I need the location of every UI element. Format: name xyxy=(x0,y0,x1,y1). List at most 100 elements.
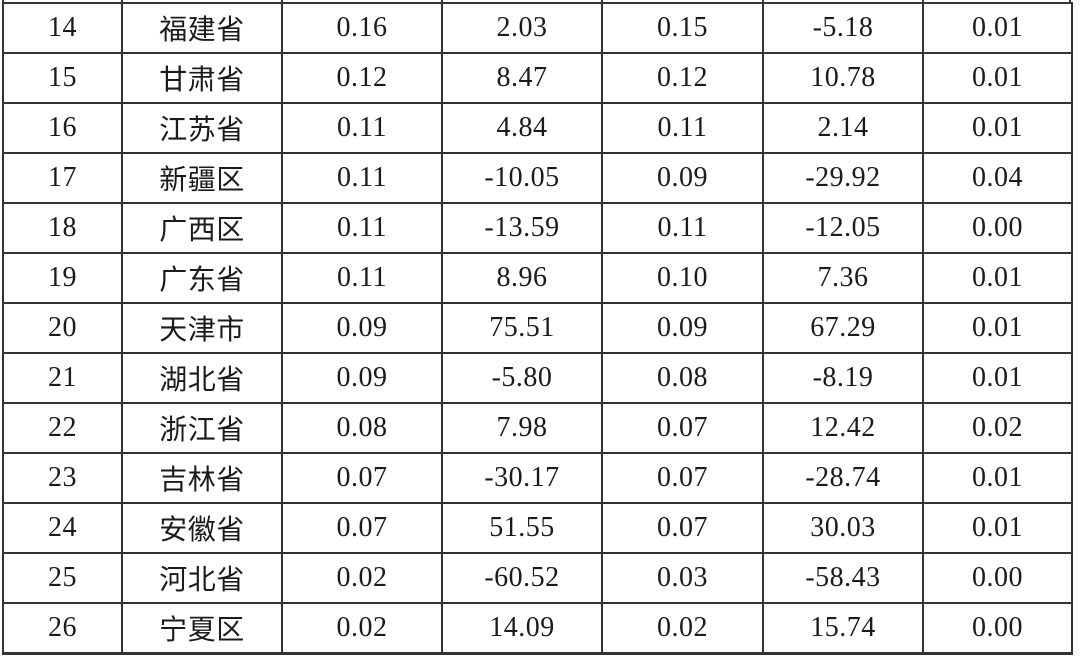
value-cell: 0.03 xyxy=(601,552,764,604)
clipped-border-stub xyxy=(762,0,764,3)
value-cell: 8.96 xyxy=(441,252,603,304)
table-row: 24 安徽省 0.07 51.55 0.07 30.03 0.01 xyxy=(2,502,1073,554)
rank-cell: 26 xyxy=(2,602,123,655)
value-cell: 0.07 xyxy=(281,452,443,504)
rank-cell: 18 xyxy=(2,202,123,254)
value-cell: 0.08 xyxy=(281,402,443,454)
value-cell: 4.84 xyxy=(441,102,603,154)
rank-cell: 17 xyxy=(2,152,123,204)
rank-cell: 20 xyxy=(2,302,123,354)
value-cell: 51.55 xyxy=(441,502,603,554)
value-cell: 0.09 xyxy=(601,152,764,204)
rank-cell: 23 xyxy=(2,452,123,504)
clipped-border-stub xyxy=(441,0,443,3)
value-cell: -5.18 xyxy=(762,2,924,54)
value-cell: 0.08 xyxy=(601,352,764,404)
table-row: 25 河北省 0.02 -60.52 0.03 -58.43 0.00 xyxy=(2,552,1073,604)
value-cell: -29.92 xyxy=(762,152,924,204)
value-cell: -58.43 xyxy=(762,552,924,604)
rank-cell: 16 xyxy=(2,102,123,154)
value-cell: -12.05 xyxy=(762,202,924,254)
rank-cell: 21 xyxy=(2,352,123,404)
table-row: 18 广西区 0.11 -13.59 0.11 -12.05 0.00 xyxy=(2,202,1073,254)
value-cell: 0.09 xyxy=(601,302,764,354)
value-cell: 0.11 xyxy=(601,102,764,154)
value-cell: 0.09 xyxy=(281,302,443,354)
value-cell: -8.19 xyxy=(762,352,924,404)
value-cell: 0.07 xyxy=(281,502,443,554)
rank-cell: 14 xyxy=(2,2,123,54)
value-cell: 0.00 xyxy=(922,602,1073,655)
rank-cell: 24 xyxy=(2,502,123,554)
value-cell: 0.04 xyxy=(922,152,1073,204)
province-cell: 广东省 xyxy=(121,252,283,304)
value-cell: 0.11 xyxy=(281,102,443,154)
value-cell: 0.16 xyxy=(281,2,443,54)
value-cell: 0.01 xyxy=(922,52,1073,104)
value-cell: 0.00 xyxy=(922,202,1073,254)
province-cell: 福建省 xyxy=(121,2,283,54)
value-cell: 0.07 xyxy=(601,502,764,554)
value-cell: 0.15 xyxy=(601,2,764,54)
value-cell: 0.01 xyxy=(922,252,1073,304)
table-row: 21 湖北省 0.09 -5.80 0.08 -8.19 0.01 xyxy=(2,352,1073,404)
clipped-border-stub xyxy=(601,0,603,3)
value-cell: 0.07 xyxy=(601,452,764,504)
value-cell: -5.80 xyxy=(441,352,603,404)
value-cell: 15.74 xyxy=(762,602,924,655)
value-cell: 0.10 xyxy=(601,252,764,304)
value-cell: 0.12 xyxy=(601,52,764,104)
value-cell: 0.02 xyxy=(281,552,443,604)
value-cell: 7.36 xyxy=(762,252,924,304)
value-cell: 0.00 xyxy=(922,552,1073,604)
value-cell: -60.52 xyxy=(441,552,603,604)
value-cell: 0.11 xyxy=(281,152,443,204)
value-cell: 67.29 xyxy=(762,302,924,354)
value-cell: -30.17 xyxy=(441,452,603,504)
value-cell: -10.05 xyxy=(441,152,603,204)
rank-cell: 25 xyxy=(2,552,123,604)
value-cell: 0.02 xyxy=(922,402,1073,454)
value-cell: 0.07 xyxy=(601,402,764,454)
province-cell: 天津市 xyxy=(121,302,283,354)
rank-cell: 22 xyxy=(2,402,123,454)
clipped-border-stub xyxy=(1069,0,1071,3)
province-cell: 河北省 xyxy=(121,552,283,604)
province-cell: 江苏省 xyxy=(121,102,283,154)
value-cell: 30.03 xyxy=(762,502,924,554)
clipped-border-stub xyxy=(2,0,4,3)
value-cell: 0.01 xyxy=(922,502,1073,554)
value-cell: 10.78 xyxy=(762,52,924,104)
value-cell: 0.11 xyxy=(601,202,764,254)
value-cell: -28.74 xyxy=(762,452,924,504)
province-cell: 吉林省 xyxy=(121,452,283,504)
value-cell: 2.14 xyxy=(762,102,924,154)
value-cell: 2.03 xyxy=(441,2,603,54)
value-cell: 7.98 xyxy=(441,402,603,454)
province-cell: 宁夏区 xyxy=(121,602,283,655)
value-cell: 0.01 xyxy=(922,302,1073,354)
clipped-border-stub xyxy=(121,0,123,3)
table-row: 23 吉林省 0.07 -30.17 0.07 -28.74 0.01 xyxy=(2,452,1073,504)
value-cell: 0.11 xyxy=(281,252,443,304)
value-cell: -13.59 xyxy=(441,202,603,254)
province-cell: 浙江省 xyxy=(121,402,283,454)
value-cell: 0.11 xyxy=(281,202,443,254)
table-row: 17 新疆区 0.11 -10.05 0.09 -29.92 0.04 xyxy=(2,152,1073,204)
value-cell: 0.01 xyxy=(922,452,1073,504)
value-cell: 0.12 xyxy=(281,52,443,104)
value-cell: 8.47 xyxy=(441,52,603,104)
province-cell: 新疆区 xyxy=(121,152,283,204)
province-cell: 安徽省 xyxy=(121,502,283,554)
value-cell: 0.01 xyxy=(922,352,1073,404)
rank-cell: 19 xyxy=(2,252,123,304)
table-row: 15 甘肃省 0.12 8.47 0.12 10.78 0.01 xyxy=(2,52,1073,104)
value-cell: 0.01 xyxy=(922,2,1073,54)
value-cell: 12.42 xyxy=(762,402,924,454)
province-cell: 湖北省 xyxy=(121,352,283,404)
table-row: 22 浙江省 0.08 7.98 0.07 12.42 0.02 xyxy=(2,402,1073,454)
value-cell: 0.09 xyxy=(281,352,443,404)
rank-cell: 15 xyxy=(2,52,123,104)
